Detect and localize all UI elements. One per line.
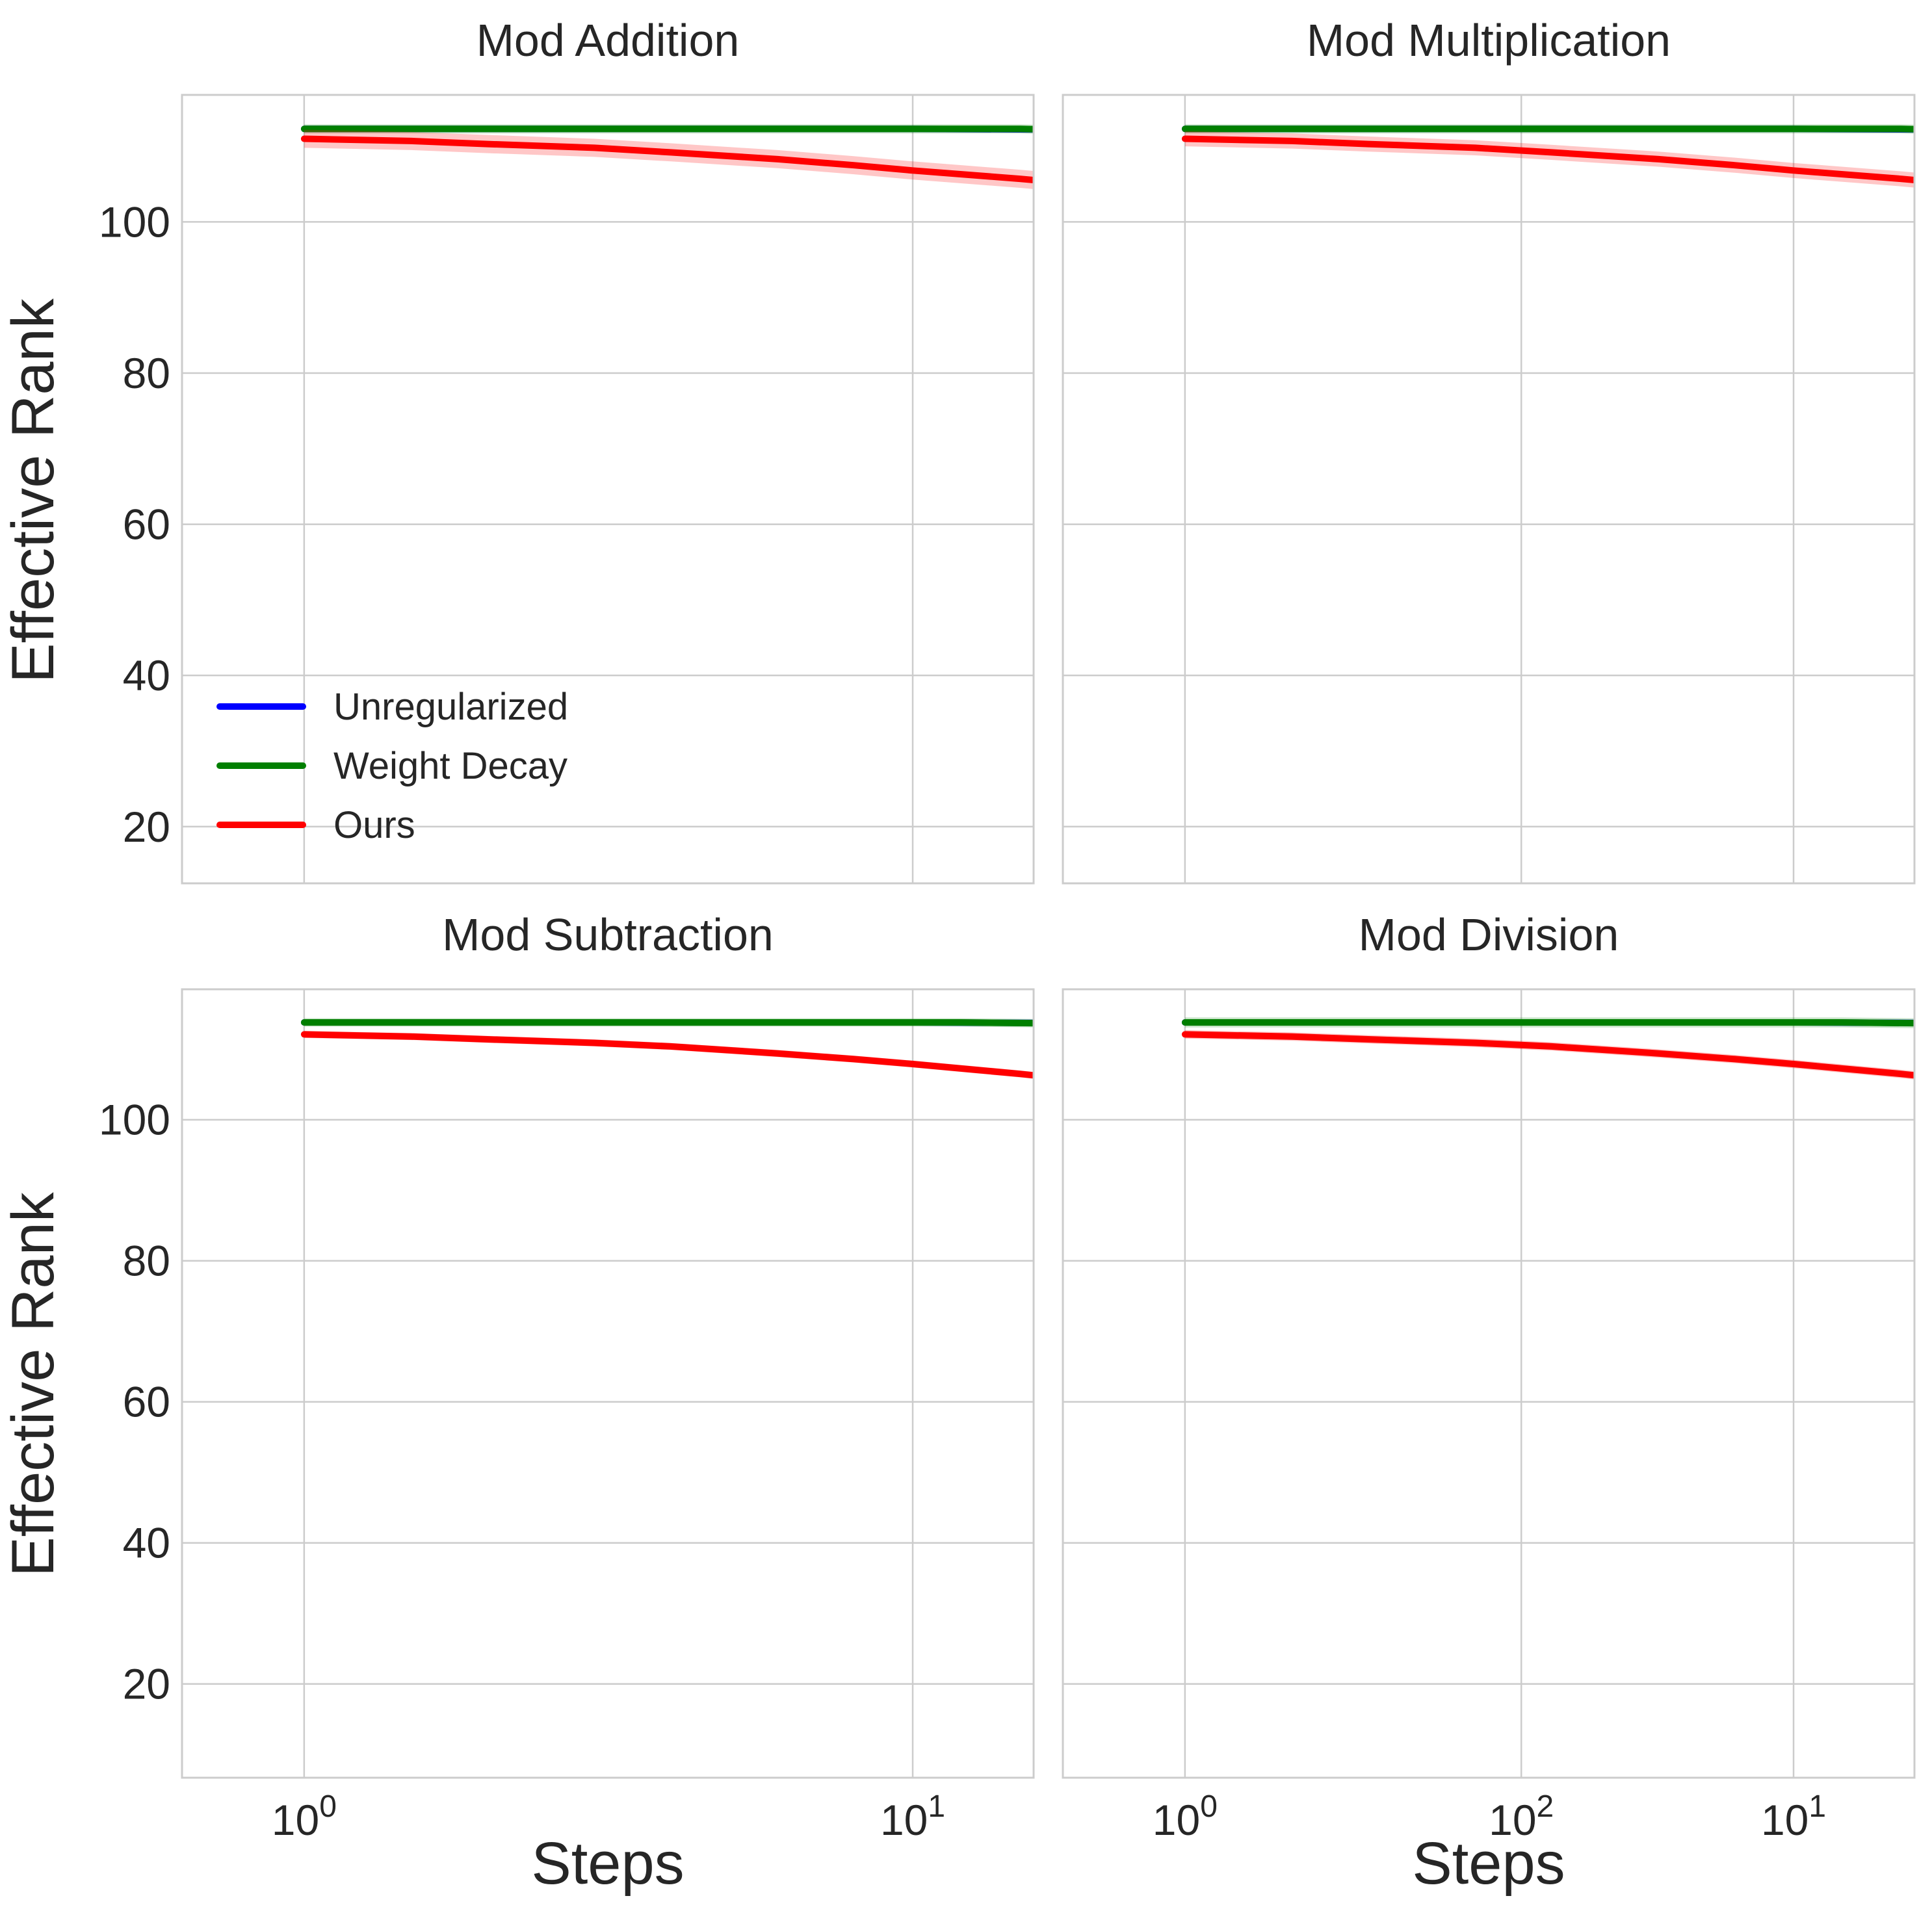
x-tick-label: 100 (1153, 1789, 1218, 1844)
x-tick-label: 102 (1489, 1789, 1554, 1844)
y-tick-label: 60 (123, 500, 170, 549)
y-tick-label: 80 (123, 1237, 170, 1285)
series-line-ours (1181, 135, 1914, 184)
panel-frame (181, 94, 1035, 885)
series-group (300, 124, 1034, 189)
panel-title: Mod Subtraction (442, 909, 774, 960)
x-tick-label: 101 (880, 1789, 945, 1844)
y-tick-label: 100 (99, 1096, 170, 1144)
panel-frame (181, 988, 1035, 1779)
x-tick-exponent: 1 (928, 1789, 945, 1824)
series-line-ours (300, 1031, 1034, 1079)
y-tick-label: 60 (123, 1378, 170, 1426)
y-tick-label: 80 (123, 349, 170, 397)
x-tick-label: 101 (1761, 1789, 1826, 1844)
x-tick-base: 10 (1761, 1796, 1808, 1844)
series-line-ours (1181, 1031, 1914, 1079)
legend-label: Unregularized (333, 686, 568, 728)
series-group (1181, 124, 1914, 188)
y-tick-label: 20 (123, 803, 170, 851)
panel-2: Mod Multiplication (1062, 15, 1916, 885)
legend-label: Weight Decay (333, 745, 568, 787)
panel-frame (1062, 988, 1916, 1779)
x-tick-base: 10 (880, 1796, 928, 1844)
x-tick-base: 10 (1489, 1796, 1536, 1844)
series-line-ours (300, 135, 1034, 184)
legend: Unregularized Weight Decay Ours (216, 686, 568, 846)
panel-frame (1062, 94, 1916, 885)
x-tick-exponent: 0 (1200, 1789, 1218, 1824)
ylabel-bottom: Effective Rank (0, 1191, 66, 1576)
legend-label: Ours (333, 804, 415, 846)
series-group (1181, 1017, 1914, 1080)
xlabel-right: Steps (1412, 1830, 1565, 1897)
panel-4: Mod Division100101102103104 (1062, 909, 1916, 1844)
panel-3: Mod Subtraction2040608010010010110210310… (99, 909, 1554, 1844)
y-tick-label: 40 (123, 651, 170, 699)
x-tick-base: 10 (1153, 1796, 1200, 1844)
series-band-ours (304, 1031, 1034, 1079)
x-tick-exponent: 0 (319, 1789, 337, 1824)
series-group (300, 1018, 1034, 1079)
panel-1: Mod Addition 20 40 60 80 100 Unregularized Weig… (99, 15, 1522, 885)
panel-title: Mod Division (1359, 909, 1619, 960)
y-tick-label: 20 (123, 1660, 170, 1708)
x-tick-base: 10 (272, 1796, 319, 1844)
xlabel-left: Steps (531, 1830, 684, 1897)
panel-title: Mod Addition (476, 15, 740, 66)
x-tick-exponent: 2 (1537, 1789, 1554, 1824)
x-tick-exponent: 1 (1808, 1789, 1826, 1824)
y-tick-label: 40 (123, 1519, 170, 1567)
y-tick-label: 100 (99, 198, 170, 246)
panels: Mod Addition20406080100UnregularizedWeig… (99, 15, 1916, 1844)
panel-title: Mod Multiplication (1307, 15, 1671, 66)
ylabel-top: Effective Rank (0, 298, 66, 682)
x-tick-label: 100 (272, 1789, 337, 1844)
